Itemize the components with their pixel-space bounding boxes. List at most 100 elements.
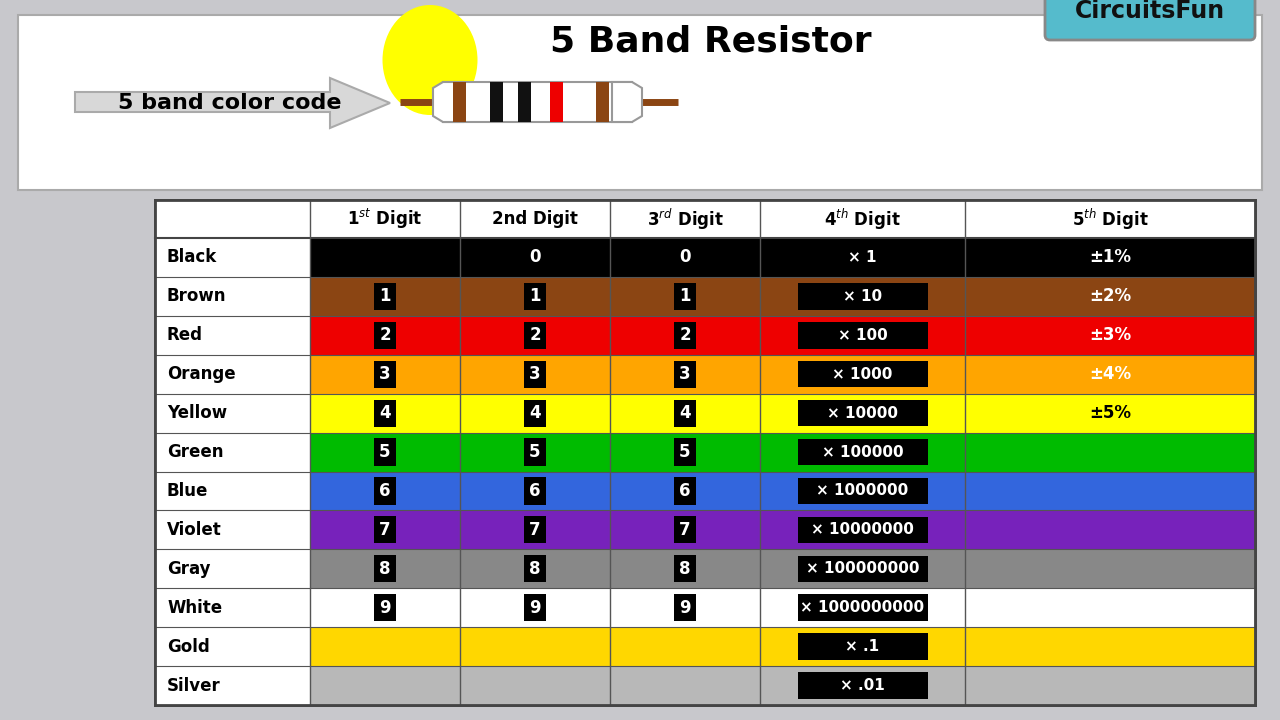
Text: 1: 1 bbox=[529, 287, 540, 305]
Text: 1$^{st}$ Digit: 1$^{st}$ Digit bbox=[347, 207, 422, 231]
Bar bbox=[460, 394, 611, 433]
Bar bbox=[460, 588, 611, 627]
Text: 2: 2 bbox=[379, 326, 390, 344]
Bar bbox=[460, 549, 611, 588]
Text: 1: 1 bbox=[680, 287, 691, 305]
Bar bbox=[524, 283, 547, 310]
Bar bbox=[524, 438, 547, 466]
Bar bbox=[524, 244, 547, 271]
Bar bbox=[760, 588, 965, 627]
Bar bbox=[155, 394, 310, 433]
Text: × 1: × 1 bbox=[849, 250, 877, 265]
Bar bbox=[460, 277, 611, 316]
Bar bbox=[611, 277, 760, 316]
Text: 2: 2 bbox=[529, 326, 541, 344]
Bar bbox=[797, 283, 928, 310]
Text: Green: Green bbox=[166, 443, 224, 461]
Bar bbox=[460, 472, 611, 510]
Text: ±3%: ±3% bbox=[1089, 326, 1132, 344]
Text: 5 band color code: 5 band color code bbox=[118, 93, 342, 113]
Bar bbox=[760, 433, 965, 472]
Text: 3: 3 bbox=[529, 365, 541, 383]
Bar bbox=[374, 594, 396, 621]
Bar bbox=[310, 433, 460, 472]
Text: 0: 0 bbox=[529, 248, 540, 266]
Text: CircuitsFun: CircuitsFun bbox=[1075, 0, 1225, 23]
Bar bbox=[460, 510, 611, 549]
Text: Gold: Gold bbox=[166, 638, 210, 656]
Ellipse shape bbox=[383, 5, 477, 115]
Text: Blue: Blue bbox=[166, 482, 209, 500]
Text: 5$^{th}$ Digit: 5$^{th}$ Digit bbox=[1071, 207, 1148, 232]
Text: 2nd Digit: 2nd Digit bbox=[492, 210, 579, 228]
Bar bbox=[310, 316, 460, 355]
Bar bbox=[374, 322, 396, 349]
Bar bbox=[760, 627, 965, 666]
Bar bbox=[524, 477, 547, 505]
Bar bbox=[460, 238, 611, 277]
Bar bbox=[611, 472, 760, 510]
Bar bbox=[524, 361, 547, 388]
Bar bbox=[965, 355, 1254, 394]
Text: ±1%: ±1% bbox=[1089, 248, 1132, 266]
Bar bbox=[965, 433, 1254, 472]
Bar bbox=[965, 510, 1254, 549]
Text: 8: 8 bbox=[680, 559, 691, 577]
Bar bbox=[797, 244, 928, 271]
Bar bbox=[155, 277, 310, 316]
Bar bbox=[310, 549, 460, 588]
Text: Yellow: Yellow bbox=[166, 404, 227, 422]
Bar bbox=[797, 556, 928, 582]
Bar bbox=[374, 516, 396, 544]
Bar bbox=[675, 516, 696, 544]
Text: 9: 9 bbox=[529, 599, 541, 617]
Bar bbox=[374, 361, 396, 388]
Bar bbox=[797, 634, 928, 660]
Bar bbox=[155, 510, 310, 549]
Bar bbox=[675, 438, 696, 466]
Text: 6: 6 bbox=[379, 482, 390, 500]
Bar bbox=[443, 82, 632, 122]
Bar bbox=[611, 588, 760, 627]
Text: 9: 9 bbox=[680, 599, 691, 617]
Bar bbox=[524, 555, 547, 582]
Bar bbox=[310, 588, 460, 627]
Text: White: White bbox=[166, 599, 223, 617]
Bar bbox=[965, 238, 1254, 277]
Bar bbox=[155, 200, 1254, 705]
Text: 3$^{rd}$ Digit: 3$^{rd}$ Digit bbox=[646, 207, 723, 232]
Text: × 100000000: × 100000000 bbox=[805, 562, 919, 576]
Bar bbox=[611, 355, 760, 394]
Bar bbox=[797, 595, 928, 621]
Bar bbox=[524, 516, 547, 544]
Text: × 10: × 10 bbox=[844, 289, 882, 304]
Text: Gray: Gray bbox=[166, 559, 210, 577]
Bar bbox=[760, 238, 965, 277]
Text: 3: 3 bbox=[680, 365, 691, 383]
Bar bbox=[611, 627, 760, 666]
Text: 5: 5 bbox=[379, 443, 390, 461]
Bar bbox=[965, 472, 1254, 510]
Text: 5: 5 bbox=[529, 443, 540, 461]
Bar bbox=[965, 277, 1254, 316]
Text: × 1000000: × 1000000 bbox=[817, 483, 909, 498]
Bar bbox=[760, 510, 965, 549]
Bar bbox=[549, 82, 562, 122]
Bar bbox=[760, 316, 965, 355]
Bar bbox=[374, 283, 396, 310]
Bar bbox=[965, 316, 1254, 355]
Bar bbox=[460, 627, 611, 666]
Bar bbox=[310, 277, 460, 316]
Bar bbox=[310, 355, 460, 394]
Text: 6: 6 bbox=[529, 482, 540, 500]
Text: × 1000: × 1000 bbox=[832, 366, 892, 382]
Bar bbox=[310, 238, 460, 277]
Bar bbox=[611, 510, 760, 549]
Polygon shape bbox=[612, 82, 643, 122]
Bar bbox=[760, 277, 965, 316]
Text: 4: 4 bbox=[680, 404, 691, 422]
Bar bbox=[490, 82, 503, 122]
Bar bbox=[460, 316, 611, 355]
Text: ±5%: ±5% bbox=[1089, 404, 1132, 422]
Text: × 100: × 100 bbox=[837, 328, 887, 343]
